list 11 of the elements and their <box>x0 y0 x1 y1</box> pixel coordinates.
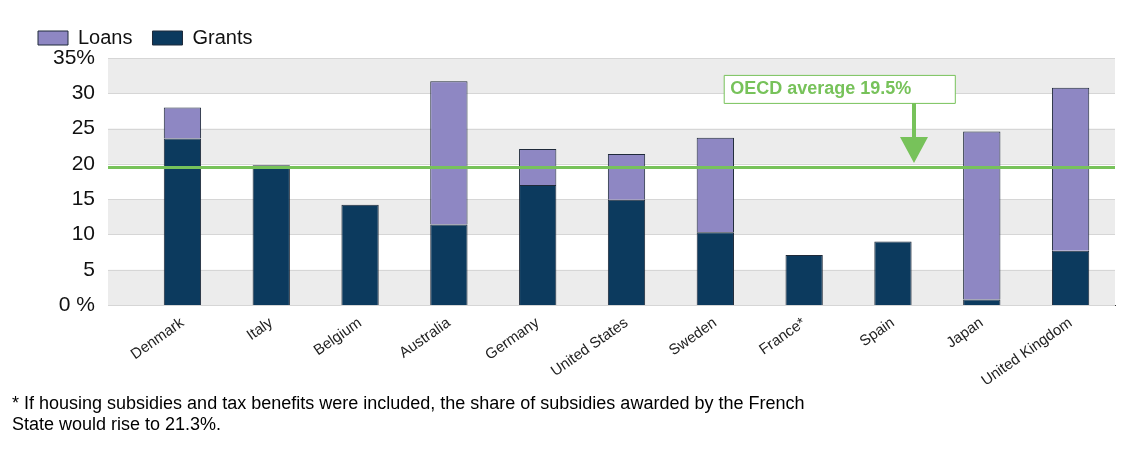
x-tick-label: Italy <box>243 313 276 344</box>
y-tick-label: 0 % <box>58 291 96 315</box>
y-tick-label: 15 <box>71 185 96 209</box>
y-tick-label: 30 <box>71 80 96 104</box>
text: * If housing subsidies and tax benefits were included, the share of subsidies awarded by the French State would rise to 21.3%. <box>12 393 806 435</box>
legend-label: Grants <box>192 25 253 48</box>
ref-line-label: OECD average 19.5% <box>730 78 912 99</box>
y-tick-label: 25 <box>71 115 96 139</box>
y-tick-label: 20 <box>71 150 96 174</box>
y-tick-label: 10 <box>71 221 96 245</box>
y-tick-label: 5 <box>83 256 96 280</box>
